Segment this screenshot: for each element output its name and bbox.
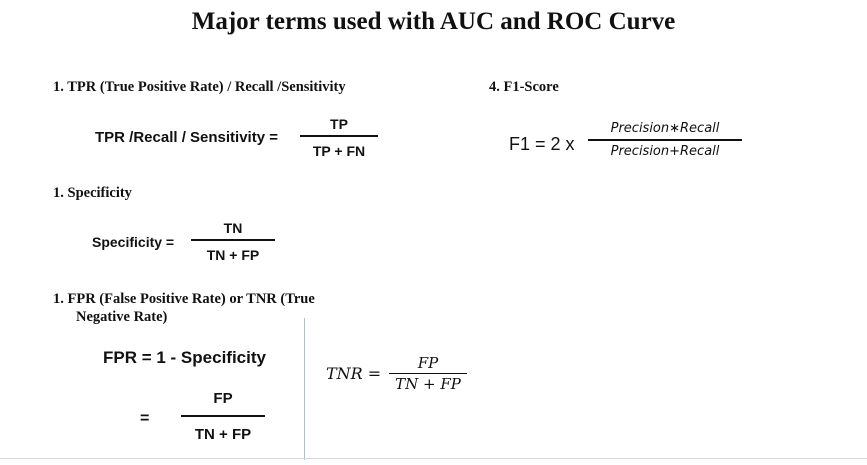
- specificity-formula-lhs: Specificity =: [92, 234, 175, 250]
- tnr-formula-lhs: TNR =: [326, 364, 382, 383]
- fpr-heading-line2: Negative Rate): [76, 309, 168, 325]
- f1-formula-lhs: F1 = 2 x: [509, 134, 575, 154]
- fpr-heading-line1: 1. FPR (False Positive Rate) or TNR (Tru…: [53, 291, 315, 307]
- fpr-denominator: TN + FP: [194, 426, 252, 443]
- fpr-equals-sign: =: [140, 410, 150, 427]
- f1-fraction: Precision∗Recall Precision+Recall: [588, 120, 742, 160]
- f1-fraction-bar: [588, 139, 742, 141]
- page-title: Major terms used with AUC and ROC Curve: [191, 8, 676, 35]
- specificity-numerator: TN: [223, 220, 243, 236]
- tnr-numerator: FP: [417, 354, 439, 372]
- fpr-fraction-bar: [181, 415, 265, 417]
- tpr-fraction-bar: [300, 135, 378, 137]
- tpr-formula-lhs: TPR /Recall / Sensitivity =: [95, 129, 278, 146]
- tnr-fraction-bar: [389, 373, 467, 374]
- tnr-fraction: FP TN + FP: [389, 354, 467, 393]
- tpr-heading: 1. TPR (True Positive Rate) / Recall /Se…: [53, 79, 346, 95]
- fpr-numerator: FP: [213, 390, 233, 407]
- bottom-border: [0, 458, 867, 459]
- vertical-divider: [304, 318, 305, 460]
- fpr-fraction: FP TN + FP: [181, 389, 265, 444]
- f1-numerator: Precision∗Recall: [610, 121, 720, 136]
- fpr-formula: FPR = 1 - Specificity: [103, 348, 266, 367]
- specificity-denominator: TN + FP: [206, 247, 260, 263]
- specificity-heading: 1. Specificity: [53, 185, 132, 201]
- tpr-fraction: TP TP + FN: [300, 115, 378, 160]
- specificity-fraction: TN TN + FP: [191, 219, 275, 264]
- f1-denominator: Precision+Recall: [610, 143, 720, 159]
- f1-heading: 4. F1-Score: [489, 79, 559, 95]
- tnr-denominator: TN + FP: [395, 375, 461, 393]
- specificity-fraction-bar: [191, 239, 275, 241]
- tpr-numerator: TP: [330, 116, 348, 132]
- tpr-denominator: TP + FN: [312, 143, 366, 159]
